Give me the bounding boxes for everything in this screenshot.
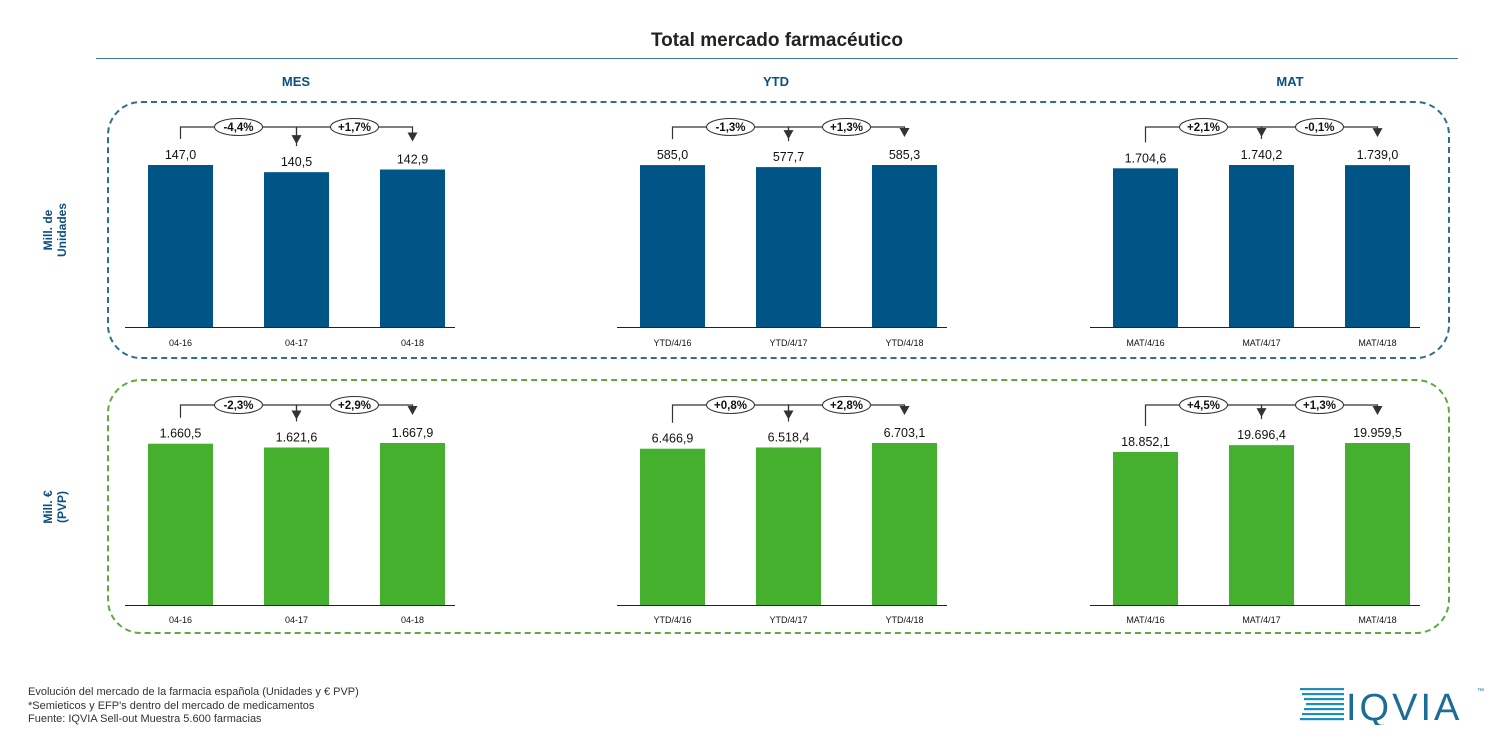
bar-euros-mes-1 <box>148 443 213 605</box>
title-divider <box>96 58 1458 59</box>
category-label-units-ytd-2: YTD/4/17 <box>769 338 807 348</box>
bar-euros-ytd-3 <box>872 443 937 605</box>
bar-euros-mat-2 <box>1229 445 1294 605</box>
bar-units-ytd-1 <box>640 165 705 327</box>
change-label-euros-ytd-1: +0,8% <box>714 400 747 412</box>
change-label-units-mat-2: -0,1% <box>1304 122 1334 134</box>
value-label-euros-mes-2: 1.621,6 <box>276 430 318 444</box>
category-label-units-mat-3: MAT/4/18 <box>1358 338 1396 348</box>
bar-euros-ytd-1 <box>640 448 705 605</box>
change-label-units-mes-1: -4,4% <box>223 122 253 134</box>
category-label-units-mes-1: 04-16 <box>169 338 192 348</box>
change-badge-euros-mat-2 <box>1295 396 1344 414</box>
change-label-euros-mat-2: +1,3% <box>1303 400 1336 412</box>
bar-units-mat-1 <box>1113 168 1178 327</box>
bar-units-mat-2 <box>1229 165 1294 327</box>
svg-text:™: ™ <box>1477 688 1484 695</box>
value-label-euros-mat-2: 19.696,4 <box>1237 428 1286 442</box>
value-label-units-mat-3: 1.739,0 <box>1357 148 1399 162</box>
category-label-units-mes-2: 04-17 <box>285 338 308 348</box>
bar-units-mat-3 <box>1345 165 1410 327</box>
value-label-euros-ytd-1: 6.466,9 <box>652 432 694 446</box>
section-label-mat: MAT <box>1276 74 1304 89</box>
change-badge-units-ytd-1 <box>706 118 755 136</box>
change-label-units-ytd-2: +1,3% <box>830 122 863 134</box>
change-badge-euros-ytd-1 <box>706 396 755 414</box>
change-label-units-mat-1: +2,1% <box>1187 122 1220 134</box>
footer-line-3: Fuente: IQVIA Sell-out Muestra 5.600 far… <box>28 713 262 725</box>
category-label-units-ytd-3: YTD/4/18 <box>885 338 923 348</box>
bar-euros-mes-2 <box>264 447 329 605</box>
change-arrow-units-mes-2 <box>407 132 418 142</box>
iqvia-logo: IQVIA ™ <box>1300 687 1484 725</box>
change-arrow-euros-mes-2 <box>407 406 418 415</box>
change-badge-euros-mes-1 <box>214 396 263 414</box>
section-label-mes: MES <box>281 74 311 89</box>
value-label-units-mes-1: 147,0 <box>165 148 196 162</box>
change-badge-units-mat-2 <box>1295 118 1344 136</box>
svg-text:IQVIA: IQVIA <box>1346 687 1462 725</box>
bar-units-mes-1 <box>148 165 213 327</box>
change-arrow-euros-mat-2 <box>1372 406 1383 415</box>
change-label-euros-mes-2: +2,9% <box>338 400 371 412</box>
category-label-euros-mes-1: 04-16 <box>169 615 192 625</box>
category-label-euros-mat-1: MAT/4/16 <box>1126 615 1164 625</box>
category-label-euros-mat-3: MAT/4/18 <box>1358 615 1396 625</box>
units-row-frame <box>107 101 1450 359</box>
change-label-euros-mat-1: +4,5% <box>1187 400 1220 412</box>
bar-euros-mat-3 <box>1345 443 1410 605</box>
category-label-units-mat-2: MAT/4/17 <box>1242 338 1280 348</box>
change-arrow-units-mat-2 <box>1372 128 1383 138</box>
category-label-units-mat-1: MAT/4/16 <box>1126 338 1164 348</box>
category-label-euros-ytd-2: YTD/4/17 <box>769 615 807 625</box>
change-label-units-mes-2: +1,7% <box>338 122 371 134</box>
category-label-euros-ytd-3: YTD/4/18 <box>885 615 923 625</box>
value-label-units-ytd-2: 577,7 <box>773 150 804 164</box>
category-label-euros-mat-2: MAT/4/17 <box>1242 615 1280 625</box>
value-label-units-mat-1: 1.704,6 <box>1125 151 1167 165</box>
value-label-euros-mat-1: 18.852,1 <box>1121 435 1170 449</box>
euros-row-frame <box>107 379 1450 634</box>
change-arrow-units-ytd-2 <box>899 128 910 137</box>
value-label-units-mes-2: 140,5 <box>281 155 312 169</box>
value-label-euros-ytd-2: 6.518,4 <box>768 430 810 444</box>
category-label-euros-mes-3: 04-18 <box>401 615 424 625</box>
category-label-euros-mes-2: 04-17 <box>285 615 308 625</box>
category-label-units-mes-3: 04-18 <box>401 338 424 348</box>
change-badge-euros-mes-2 <box>330 396 379 414</box>
bar-euros-mes-3 <box>380 443 445 605</box>
bar-units-mes-2 <box>264 172 329 327</box>
change-label-euros-ytd-2: +2,8% <box>830 400 863 412</box>
footer-line-2: *Semieticos y EFP's dentro del mercado d… <box>28 699 315 712</box>
change-badge-euros-ytd-2 <box>822 396 871 414</box>
change-arrow-euros-ytd-2 <box>899 406 910 415</box>
bar-units-ytd-2 <box>756 167 821 327</box>
bar-units-ytd-3 <box>872 165 937 327</box>
category-label-euros-ytd-1: YTD/4/16 <box>653 615 691 625</box>
value-label-units-mat-2: 1.740,2 <box>1241 148 1283 162</box>
change-badge-euros-mat-1 <box>1179 396 1228 414</box>
bar-euros-mat-1 <box>1113 451 1178 605</box>
value-label-units-ytd-1: 585,0 <box>657 148 688 162</box>
value-label-units-mes-3: 142,9 <box>397 153 428 167</box>
bar-units-mes-3 <box>380 169 445 327</box>
change-badge-units-mes-2 <box>330 118 379 136</box>
footer-line-1: Evolución del mercado de la farmacia esp… <box>28 686 359 698</box>
change-badge-units-mes-1 <box>214 118 263 136</box>
bar-euros-ytd-2 <box>756 447 821 605</box>
value-label-euros-mat-3: 19.959,5 <box>1353 426 1402 440</box>
value-label-units-ytd-3: 585,3 <box>889 148 920 162</box>
change-badge-units-mat-1 <box>1179 118 1228 136</box>
change-label-units-ytd-1: -1,3% <box>715 122 745 134</box>
category-label-units-ytd-1: YTD/4/16 <box>653 338 691 348</box>
value-label-euros-mes-1: 1.660,5 <box>160 427 202 441</box>
value-label-euros-mes-3: 1.667,9 <box>392 426 434 440</box>
value-label-euros-ytd-3: 6.703,1 <box>884 426 926 440</box>
chart-title: Total mercado farmacéutico <box>650 30 903 51</box>
change-badge-units-ytd-2 <box>822 118 871 136</box>
change-label-euros-mes-1: -2,3% <box>223 400 253 412</box>
section-label-ytd: YTD <box>763 74 789 89</box>
footer-notes: Evolución del mercado de la farmacia esp… <box>28 686 359 727</box>
